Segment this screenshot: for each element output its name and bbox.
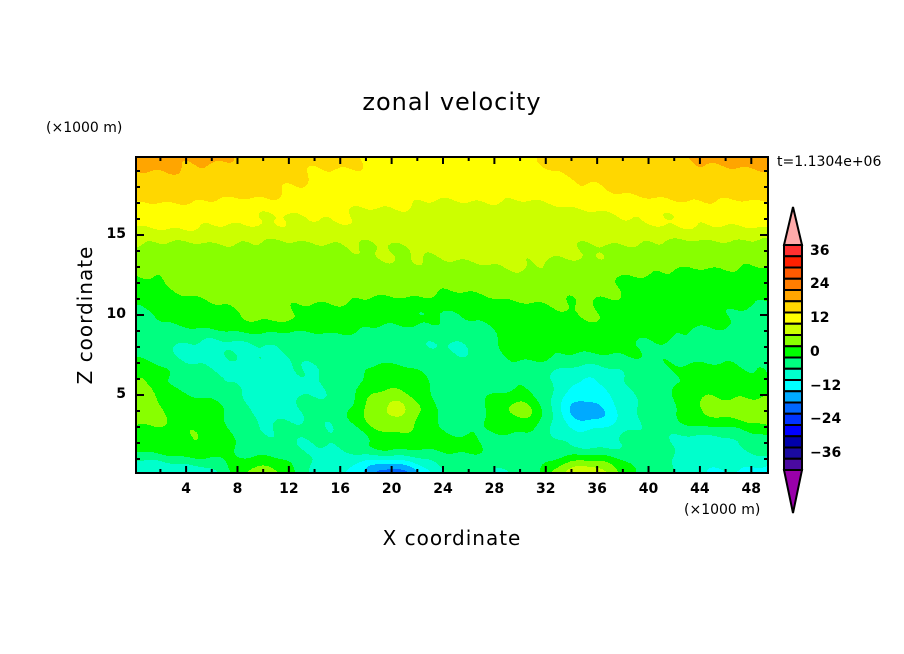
colorbar-box xyxy=(783,311,803,325)
x-tick-label: 40 xyxy=(638,481,659,497)
colorbar-box xyxy=(783,424,803,438)
colorbar-box xyxy=(783,435,803,449)
colorbar-label: −12 xyxy=(810,377,842,394)
colorbar-box xyxy=(783,390,803,404)
colorbar-box xyxy=(783,266,803,280)
colorbar-box xyxy=(783,277,803,291)
colorbar-box xyxy=(783,322,803,336)
colorbar-box xyxy=(783,255,803,269)
time-annotation: t=1.1304e+06 xyxy=(777,154,882,170)
colorbar-over-triangle xyxy=(782,206,804,246)
x-tick-label: 4 xyxy=(181,481,191,497)
y-axis-unit: (×1000 m) xyxy=(46,120,123,136)
x-tick-label: 24 xyxy=(433,481,453,497)
x-tick-label: 28 xyxy=(484,481,505,497)
colorbar-box xyxy=(783,446,803,460)
x-tick-label: 16 xyxy=(330,481,350,497)
colorbar-label: 0 xyxy=(810,343,820,360)
colorbar-under-triangle xyxy=(782,469,804,514)
x-axis-label: X coordinate xyxy=(382,526,522,550)
colorbar-label: 12 xyxy=(810,310,830,327)
x-tick-label: 44 xyxy=(690,481,710,497)
y-tick-label: 10 xyxy=(106,306,126,322)
colorbar-box xyxy=(783,345,803,359)
x-axis-unit: (×1000 m) xyxy=(684,502,761,518)
colorbar-box xyxy=(783,457,803,471)
x-tick-label: 8 xyxy=(232,481,243,497)
colorbar-box xyxy=(783,356,803,370)
colorbar-label: −24 xyxy=(810,411,842,428)
colorbar-label: 24 xyxy=(810,276,830,293)
x-tick-label: 32 xyxy=(536,481,556,497)
chart-title: zonal velocity xyxy=(362,88,542,116)
colorbar-box xyxy=(783,334,803,348)
colorbar-box xyxy=(783,367,803,381)
colorbar-box xyxy=(783,300,803,314)
colorbar-box xyxy=(783,244,803,258)
colorbar-box xyxy=(783,412,803,426)
x-tick-label: 48 xyxy=(741,481,762,497)
colorbar-box xyxy=(783,289,803,303)
colorbar-box xyxy=(783,379,803,393)
y-tick-label: 5 xyxy=(116,386,126,402)
x-tick-label: 12 xyxy=(279,481,299,497)
colorbar-label: 36 xyxy=(810,242,830,259)
colorbar-box xyxy=(783,401,803,415)
x-tick-label: 36 xyxy=(587,481,607,497)
y-tick-label: 15 xyxy=(106,226,126,242)
contour-field xyxy=(136,157,768,473)
plot-frame xyxy=(135,156,769,474)
x-tick-label: 20 xyxy=(381,481,402,497)
colorbar-label: −36 xyxy=(810,445,842,462)
